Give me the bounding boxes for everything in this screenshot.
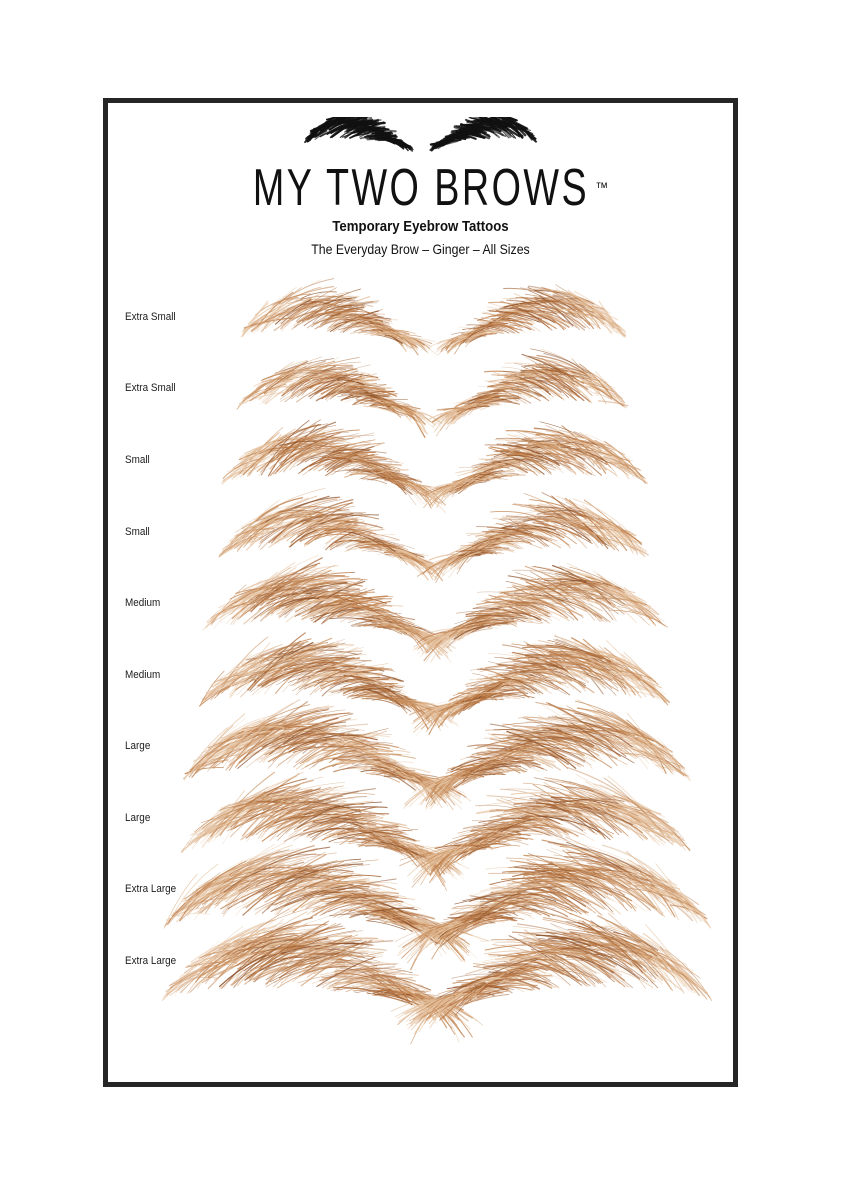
eyebrow-left [182, 699, 472, 811]
size-label: Extra Large [125, 955, 177, 967]
eyebrow-right [408, 634, 671, 737]
eyebrow-right [399, 766, 691, 888]
eyebrow-right [403, 699, 691, 810]
eyebrow-left [163, 841, 489, 963]
size-label: Extra Large [125, 883, 177, 895]
eyebrow-right [390, 908, 713, 1045]
size-label: Small [125, 526, 150, 538]
size-label: Large [125, 812, 151, 824]
brand-header: MY TWO BROWS ™ Temporary Eyebrow Tattoos … [108, 117, 733, 258]
size-label: Medium [125, 669, 161, 681]
eyebrow-right [413, 562, 668, 663]
tagline-secondary: The Everyday Brow – Ginger – All Sizes [311, 241, 530, 257]
eyebrow-right [416, 492, 649, 584]
size-label: Large [125, 740, 151, 752]
eyebrow-left [161, 905, 484, 1043]
eyebrow-left [199, 632, 460, 732]
eyebrow-pair-icon [303, 117, 537, 152]
eyebrow-left [236, 356, 443, 438]
eyebrow-left [202, 555, 456, 664]
eyebrow-left [220, 419, 453, 513]
eyebrow-right [415, 421, 648, 509]
size-label: Small [125, 454, 150, 466]
size-label: Medium [125, 597, 161, 609]
eyebrow-right [430, 284, 627, 356]
eyebrow-left [240, 278, 437, 356]
sheet-inner: MY TWO BROWS ™ Temporary Eyebrow Tattoos … [108, 103, 733, 1082]
wordmark-text: MY TWO BROWS [252, 157, 589, 217]
eyebrow-left [218, 488, 444, 582]
brow-size-list: Extra Small Extra Small Small Small Medium Me… [108, 273, 733, 1082]
trademark-symbol: ™ [594, 179, 608, 196]
tagline-primary: Temporary Eyebrow Tattoos [332, 218, 509, 235]
eyebrow-left [180, 771, 470, 891]
page-title: MY TWO BROWS ™ [252, 157, 607, 217]
eyebrow-right [428, 348, 629, 437]
size-label: Extra Small [125, 311, 176, 323]
size-label: Extra Small [125, 382, 176, 394]
product-sheet: MY TWO BROWS ™ Temporary Eyebrow Tattoos … [103, 98, 738, 1087]
eyebrow-right [394, 836, 712, 971]
